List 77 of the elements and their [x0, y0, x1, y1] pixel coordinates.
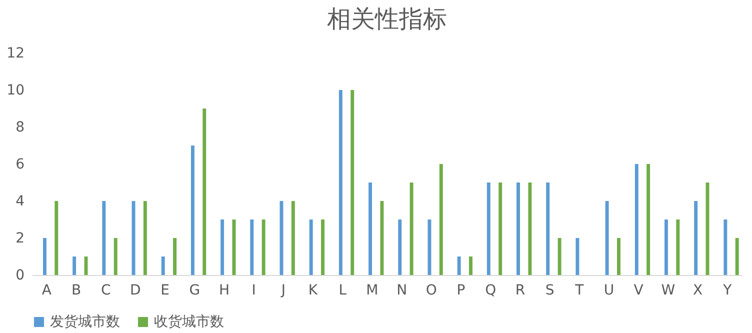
bar: [676, 220, 680, 275]
bar: [250, 220, 254, 275]
chart-title: 相关性指标: [327, 5, 447, 33]
bar: [516, 182, 520, 275]
x-tick-label: S: [545, 282, 554, 298]
x-tick-label: L: [338, 282, 347, 298]
bar: [735, 238, 739, 275]
bar: [321, 220, 324, 275]
x-tick-label: T: [574, 282, 584, 298]
bar: [54, 201, 58, 275]
bar: [368, 182, 372, 275]
bar: [232, 220, 236, 275]
bar: [398, 220, 402, 275]
bar: [646, 164, 650, 275]
bar: [694, 201, 698, 275]
x-tick-label: P: [456, 282, 466, 298]
x-tick-label: M: [366, 282, 378, 298]
x-tick-label: X: [692, 282, 703, 298]
bar: [576, 238, 580, 275]
bar: [338, 90, 342, 275]
bar: [114, 238, 118, 275]
bar: [309, 220, 313, 275]
bar: [605, 201, 609, 275]
y-tick-label: 0: [16, 268, 24, 284]
bar: [143, 201, 147, 275]
bar: [350, 90, 354, 275]
bar: [546, 182, 550, 275]
y-tick-label: 4: [16, 194, 25, 210]
x-tick-label: Y: [722, 282, 732, 298]
bar: [724, 220, 728, 275]
x-tick-label: I: [252, 282, 256, 298]
x-tick-label: Q: [485, 282, 496, 298]
bar: [498, 182, 502, 275]
bar: [190, 146, 194, 275]
x-tick-label: E: [160, 282, 170, 298]
x-tick-label: K: [308, 282, 318, 298]
bar: [469, 256, 472, 275]
x-tick-label: V: [634, 282, 644, 298]
bar: [72, 256, 76, 275]
x-tick-label: U: [604, 282, 614, 298]
bar: [42, 238, 46, 275]
bar: [380, 201, 384, 275]
y-tick-label: 8: [16, 120, 24, 136]
x-tick-label: J: [280, 282, 286, 298]
x-tick-label: N: [396, 282, 408, 298]
bar: [528, 182, 532, 275]
bar: [161, 256, 165, 275]
y-tick-label: 10: [6, 82, 24, 98]
x-tick-label: G: [189, 282, 200, 298]
bar: [439, 164, 443, 275]
bar: [102, 201, 106, 275]
bar: [634, 164, 638, 275]
x-tick-label: C: [100, 282, 111, 298]
bar: [457, 256, 461, 275]
bar: [202, 108, 206, 275]
bar: [220, 220, 224, 275]
y-tick-label: 2: [16, 230, 24, 246]
bar: [291, 201, 295, 275]
legend-label: 收货城市数: [154, 314, 224, 330]
y-tick-label: 12: [6, 46, 24, 62]
bar: [173, 238, 177, 275]
bar: [664, 220, 668, 275]
x-tick-label: D: [130, 282, 141, 298]
bar: [428, 220, 432, 275]
bar: [486, 182, 490, 275]
bar: [616, 238, 620, 275]
x-tick-label: W: [661, 282, 676, 298]
x-tick-label: A: [42, 282, 52, 298]
x-tick-label: B: [71, 282, 82, 298]
x-tick-label: H: [218, 282, 230, 298]
legend-label: 发货城市数: [50, 314, 120, 330]
bar: [262, 220, 266, 275]
x-tick-label: R: [515, 282, 526, 298]
bar: [558, 238, 562, 275]
y-tick-label: 6: [16, 156, 25, 172]
x-tick-label: O: [426, 282, 437, 298]
bar: [410, 182, 414, 275]
